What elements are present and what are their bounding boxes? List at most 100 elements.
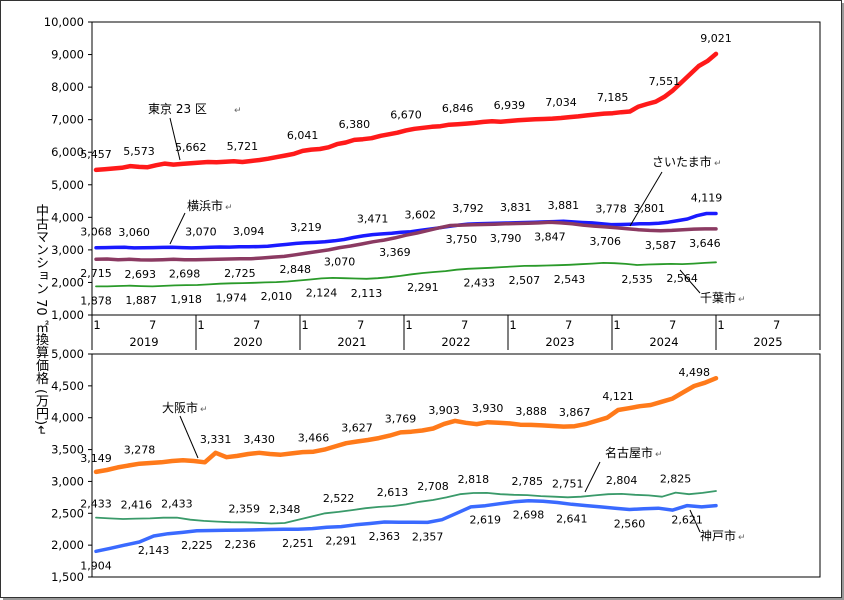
data-label-nagoya: 2,522 bbox=[323, 492, 355, 505]
series-line-tokyo bbox=[93, 51, 719, 173]
x-year-label: 2024 bbox=[649, 335, 678, 349]
data-label-nagoya: 2,751 bbox=[552, 477, 584, 490]
data-label-osaka: 3,769 bbox=[385, 412, 417, 425]
data-label-nagoya: 2,708 bbox=[417, 480, 449, 493]
y-tick-label: 4,500 bbox=[51, 379, 84, 393]
x-month-label: 1 bbox=[93, 318, 100, 332]
leader-line bbox=[169, 212, 186, 245]
data-label-chiba: 2,433 bbox=[464, 276, 496, 289]
y-tick-label: 5,000 bbox=[51, 178, 84, 192]
series-line-osaka bbox=[93, 375, 719, 475]
data-label-kobe: 2,641 bbox=[556, 512, 588, 525]
data-label-nagoya: 2,818 bbox=[458, 473, 490, 486]
series-name-chiba: 千葉市 bbox=[700, 290, 736, 305]
data-label-saitama: 2,725 bbox=[224, 267, 256, 280]
y-tick-label: 7,000 bbox=[51, 113, 84, 127]
series-name-kobe: 神戸市 bbox=[700, 528, 736, 543]
y-tick-label: 4,000 bbox=[51, 210, 84, 224]
y-tick-label: 2,500 bbox=[51, 506, 84, 520]
data-label-saitama: 3,646 bbox=[689, 237, 721, 250]
data-label-yokohama: 3,060 bbox=[118, 226, 150, 239]
x-month-label: 7 bbox=[253, 318, 260, 332]
x-month-label: 1 bbox=[301, 318, 308, 332]
y-tick-label: 9,000 bbox=[51, 48, 84, 62]
return-mark: ↵ bbox=[655, 450, 663, 460]
data-label-saitama: 2,848 bbox=[280, 263, 312, 276]
y-tick-label: 8,000 bbox=[51, 80, 84, 94]
series-name-saitama: さいたま市 bbox=[652, 154, 712, 169]
data-label-kobe: 1,904 bbox=[80, 559, 112, 572]
data-label-osaka: 3,888 bbox=[515, 405, 547, 418]
data-label-yokohama: 3,602 bbox=[405, 208, 437, 221]
leader-line bbox=[179, 415, 199, 459]
leader-line bbox=[169, 117, 181, 161]
data-label-kobe: 2,225 bbox=[181, 539, 213, 552]
x-month-label: 1 bbox=[717, 318, 724, 332]
data-label-chiba: 2,113 bbox=[351, 287, 383, 300]
data-label-saitama: 2,693 bbox=[125, 268, 157, 281]
return-mark: ↵ bbox=[738, 295, 746, 305]
leader-line bbox=[679, 269, 701, 294]
y-tick-label: 3,000 bbox=[51, 243, 84, 257]
data-label-chiba: 2,124 bbox=[306, 286, 338, 299]
data-label-yokohama: 3,094 bbox=[233, 225, 265, 238]
x-year-label: 2025 bbox=[753, 335, 782, 349]
data-label-tokyo: 5,662 bbox=[175, 141, 207, 154]
y-tick-label: 10,000 bbox=[44, 15, 84, 29]
data-label-kobe: 2,143 bbox=[138, 544, 170, 557]
series-line-yokohama bbox=[94, 211, 718, 250]
y-tick-label: 6,000 bbox=[51, 145, 84, 159]
y-tick-label: 2,000 bbox=[51, 538, 84, 552]
x-year-label: 2021 bbox=[337, 335, 366, 349]
x-month-label: 7 bbox=[565, 318, 572, 332]
leader-line bbox=[629, 171, 663, 227]
series-line-chiba bbox=[95, 261, 717, 288]
data-label-osaka: 3,430 bbox=[243, 433, 275, 446]
data-label-kobe: 2,560 bbox=[614, 517, 646, 530]
data-label-osaka: 4,121 bbox=[602, 390, 634, 403]
data-label-yokohama: 3,778 bbox=[595, 203, 627, 216]
data-label-tokyo: 7,034 bbox=[545, 96, 577, 109]
data-label-kobe: 2,619 bbox=[470, 514, 502, 527]
x-month-label: 1 bbox=[613, 318, 620, 332]
data-label-yokohama: 4,119 bbox=[691, 191, 723, 204]
data-label-chiba: 2,535 bbox=[621, 273, 653, 286]
data-label-chiba: 2,010 bbox=[261, 290, 293, 303]
series-name-osaka: 大阪市 bbox=[162, 400, 198, 415]
data-label-saitama: 3,587 bbox=[645, 239, 677, 252]
x-month-label: 1 bbox=[509, 318, 516, 332]
data-label-kobe: 2,363 bbox=[369, 530, 401, 543]
data-label-kobe: 2,357 bbox=[412, 530, 444, 543]
data-label-tokyo: 7,551 bbox=[649, 75, 681, 88]
x-year-label: 2022 bbox=[441, 335, 470, 349]
leader-line bbox=[584, 461, 601, 493]
data-label-nagoya: 2,433 bbox=[80, 498, 112, 511]
data-label-yokohama: 3,792 bbox=[452, 202, 484, 215]
series-line-saitama bbox=[94, 220, 718, 262]
data-label-nagoya: 2,785 bbox=[512, 475, 544, 488]
data-label-tokyo: 5,573 bbox=[123, 145, 155, 158]
return-mark: ↵ bbox=[200, 405, 208, 415]
data-label-yokohama: 3,831 bbox=[500, 201, 532, 214]
data-label-osaka: 3,466 bbox=[298, 432, 330, 445]
data-label-kobe: 2,698 bbox=[513, 509, 545, 522]
x-month-label: 7 bbox=[149, 318, 156, 332]
y-tick-label: 2,000 bbox=[51, 275, 84, 289]
data-label-saitama: 2,715 bbox=[80, 267, 112, 280]
y-tick-label: 3,000 bbox=[51, 474, 84, 488]
data-label-saitama: 3,750 bbox=[446, 233, 478, 246]
data-label-tokyo: 6,380 bbox=[339, 118, 371, 131]
x-year-label: 2019 bbox=[129, 335, 158, 349]
data-label-kobe: 2,251 bbox=[282, 537, 314, 550]
data-label-saitama: 3,706 bbox=[590, 235, 622, 248]
data-label-yokohama: 3,471 bbox=[357, 213, 389, 226]
data-label-chiba: 1,878 bbox=[80, 294, 112, 307]
data-label-tokyo: 9,021 bbox=[700, 32, 732, 45]
data-label-nagoya: 2,433 bbox=[161, 498, 193, 511]
x-month-label: 7 bbox=[461, 318, 468, 332]
data-label-tokyo: 5,721 bbox=[227, 140, 259, 153]
data-label-nagoya: 2,416 bbox=[121, 499, 153, 512]
data-label-osaka: 3,930 bbox=[472, 402, 504, 415]
data-label-nagoya: 2,804 bbox=[606, 474, 638, 487]
